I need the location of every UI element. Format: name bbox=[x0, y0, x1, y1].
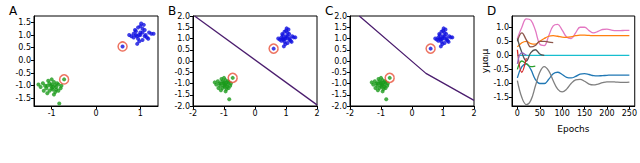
svg-text:250: 250 bbox=[622, 109, 637, 118]
svg-text:-1.5: -1.5 bbox=[174, 90, 190, 99]
svg-text:-1: -1 bbox=[377, 109, 385, 118]
svg-text:Epochs: Epochs bbox=[557, 124, 590, 134]
svg-text:2.0: 2.0 bbox=[334, 12, 347, 21]
svg-text:-1: -1 bbox=[48, 109, 56, 118]
svg-text:yμαᵢμ: yμαᵢμ bbox=[480, 49, 490, 74]
svg-text:1.0: 1.0 bbox=[334, 34, 347, 43]
svg-text:200: 200 bbox=[599, 109, 614, 118]
svg-text:0.5: 0.5 bbox=[334, 45, 347, 54]
svg-text:-2: -2 bbox=[346, 109, 354, 118]
svg-text:1.5: 1.5 bbox=[177, 23, 190, 32]
svg-text:0.0: 0.0 bbox=[496, 51, 509, 60]
svg-text:-1.0: -1.0 bbox=[15, 81, 31, 90]
svg-text:0.0: 0.0 bbox=[18, 56, 31, 65]
svg-text:-1.5: -1.5 bbox=[331, 90, 347, 99]
svg-text:50: 50 bbox=[535, 109, 545, 118]
svg-text:1: 1 bbox=[138, 109, 143, 118]
svg-text:150: 150 bbox=[577, 109, 592, 118]
svg-text:0: 0 bbox=[93, 109, 98, 118]
svg-text:0: 0 bbox=[409, 109, 414, 118]
svg-text:-1.5: -1.5 bbox=[15, 94, 31, 103]
svg-text:0.0: 0.0 bbox=[334, 57, 347, 66]
svg-text:1.0: 1.0 bbox=[18, 31, 31, 40]
svg-text:1: 1 bbox=[440, 109, 445, 118]
svg-text:1.0: 1.0 bbox=[177, 34, 190, 43]
svg-text:2.0: 2.0 bbox=[177, 12, 190, 21]
svg-text:0.0: 0.0 bbox=[177, 57, 190, 66]
svg-text:-2: -2 bbox=[189, 109, 197, 118]
svg-text:1.5: 1.5 bbox=[334, 23, 347, 32]
svg-text:A: A bbox=[9, 4, 18, 18]
svg-text:-1.0: -1.0 bbox=[493, 79, 509, 88]
svg-text:-0.5: -0.5 bbox=[331, 68, 347, 77]
svg-text:-0.5: -0.5 bbox=[15, 69, 31, 78]
svg-text:-0.5: -0.5 bbox=[174, 68, 190, 77]
svg-text:-1.5: -1.5 bbox=[493, 93, 509, 102]
svg-text:-2.0: -2.0 bbox=[174, 102, 190, 111]
svg-text:1: 1 bbox=[283, 109, 288, 118]
svg-text:0.5: 0.5 bbox=[496, 37, 509, 46]
svg-text:2: 2 bbox=[471, 109, 476, 118]
svg-text:-0.5: -0.5 bbox=[493, 65, 509, 74]
svg-text:1.0: 1.0 bbox=[496, 23, 509, 32]
svg-text:C: C bbox=[325, 4, 333, 18]
svg-text:100: 100 bbox=[555, 109, 570, 118]
svg-text:-1.0: -1.0 bbox=[331, 79, 347, 88]
svg-text:0.5: 0.5 bbox=[177, 45, 190, 54]
svg-text:-2.0: -2.0 bbox=[331, 102, 347, 111]
svg-text:2: 2 bbox=[314, 109, 319, 118]
svg-text:D: D bbox=[487, 4, 496, 18]
svg-text:-1.0: -1.0 bbox=[174, 79, 190, 88]
svg-text:0.5: 0.5 bbox=[18, 43, 31, 52]
svg-text:0: 0 bbox=[515, 109, 520, 118]
svg-text:1.5: 1.5 bbox=[18, 18, 31, 27]
svg-text:B: B bbox=[168, 4, 176, 18]
svg-text:0: 0 bbox=[252, 109, 257, 118]
svg-text:-1: -1 bbox=[220, 109, 228, 118]
